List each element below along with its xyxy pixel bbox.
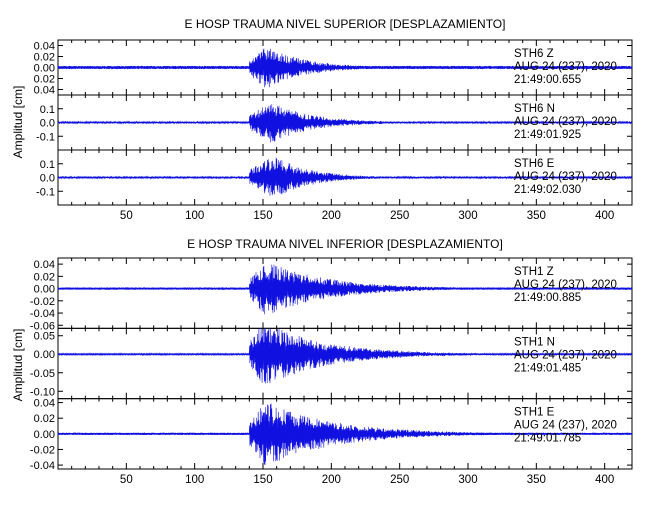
y-tick-label: 0.02	[34, 52, 55, 64]
y-axis-label: Amplitud [cm]	[11, 329, 25, 402]
station-label: STH1 Z	[514, 266, 554, 278]
date-label: AUG 24 (237), 2020	[514, 279, 617, 291]
y-tick-label: -0.04	[30, 308, 55, 320]
waveform-line	[57, 264, 633, 315]
x-tick-label: 150	[253, 474, 272, 486]
waveform-line	[57, 403, 633, 466]
y-tick-label: 0.04	[34, 85, 55, 97]
station-label: STH6 N	[514, 103, 555, 115]
y-tick-label: 0.02	[34, 74, 55, 86]
y-tick-label: -0.10	[30, 386, 55, 398]
y-tick-label: -0.04	[30, 460, 55, 472]
x-tick-label: 300	[458, 474, 477, 486]
y-tick-label: 0.05	[34, 331, 55, 343]
y-tick-label: 0.00	[34, 284, 55, 296]
y-tick-label: 0.0	[40, 173, 55, 185]
y-tick-label: 0.02	[34, 413, 55, 425]
time-label: 21:49:01.925	[514, 129, 581, 141]
y-tick-label: -0.1	[36, 186, 55, 198]
x-tick-label: 400	[595, 210, 614, 222]
y-tick-label: -0.02	[30, 296, 55, 308]
waveform-line	[57, 328, 633, 384]
time-label: 21:49:00.885	[514, 292, 581, 304]
x-tick-label: 350	[527, 210, 546, 222]
x-tick-label: 300	[458, 210, 477, 222]
waveform-line	[57, 48, 633, 88]
x-tick-label: 250	[390, 474, 409, 486]
date-label: AUG 24 (237), 2020	[514, 116, 617, 128]
y-tick-label: 0.04	[34, 259, 55, 271]
y-tick-label: 0.00	[34, 63, 55, 75]
x-tick-label: 50	[120, 474, 133, 486]
y-tick-label: 0.0	[40, 118, 55, 130]
x-tick-label: 100	[185, 474, 204, 486]
y-tick-label: 0.04	[34, 398, 55, 410]
y-axis-label: Amplitud [cm]	[11, 86, 25, 159]
y-tick-label: 0.1	[40, 104, 55, 116]
station-label: STH1 E	[514, 407, 555, 419]
time-label: 21:49:02.030	[514, 184, 581, 196]
time-label: 21:49:01.785	[514, 433, 581, 445]
time-label: 21:49:01.485	[514, 362, 581, 374]
y-tick-label: 0.00	[34, 349, 55, 361]
y-tick-label: 0.04	[34, 41, 55, 53]
station-label: STH6 E	[514, 158, 555, 170]
x-tick-label: 250	[390, 210, 409, 222]
chart-title: E HOSP TRAUMA NIVEL SUPERIOR [DESPLAZAMI…	[185, 17, 506, 31]
y-tick-label: 0.02	[34, 271, 55, 283]
seismogram-panel-group: E HOSP TRAUMA NIVEL INFERIOR [DESPLAZAMI…	[11, 237, 633, 486]
station-label: STH1 N	[514, 336, 555, 348]
waveform-line	[57, 157, 633, 196]
date-label: AUG 24 (237), 2020	[514, 420, 617, 432]
y-tick-label: 0.1	[40, 159, 55, 171]
x-tick-label: 100	[185, 210, 204, 222]
station-label: STH6 Z	[514, 48, 554, 60]
y-tick-label: 0.00	[34, 429, 55, 441]
y-tick-label: -0.05	[30, 368, 55, 380]
chart-title: E HOSP TRAUMA NIVEL INFERIOR [DESPLAZAMI…	[187, 237, 503, 251]
x-tick-label: 200	[322, 474, 341, 486]
x-tick-label: 400	[595, 474, 614, 486]
waveform-line	[57, 104, 633, 143]
x-tick-label: 200	[322, 210, 341, 222]
date-label: AUG 24 (237), 2020	[514, 61, 617, 73]
x-tick-label: 350	[527, 474, 546, 486]
x-tick-label: 150	[253, 210, 272, 222]
date-label: AUG 24 (237), 2020	[514, 171, 617, 183]
y-tick-label: -0.1	[36, 131, 55, 143]
y-tick-label: -0.02	[30, 444, 55, 456]
x-tick-label: 50	[120, 210, 133, 222]
time-label: 21:49:00.655	[514, 74, 581, 86]
y-tick-label: -0.06	[30, 320, 55, 332]
date-label: AUG 24 (237), 2020	[514, 349, 617, 361]
seismogram-panel-group: E HOSP TRAUMA NIVEL SUPERIOR [DESPLAZAMI…	[11, 17, 633, 222]
